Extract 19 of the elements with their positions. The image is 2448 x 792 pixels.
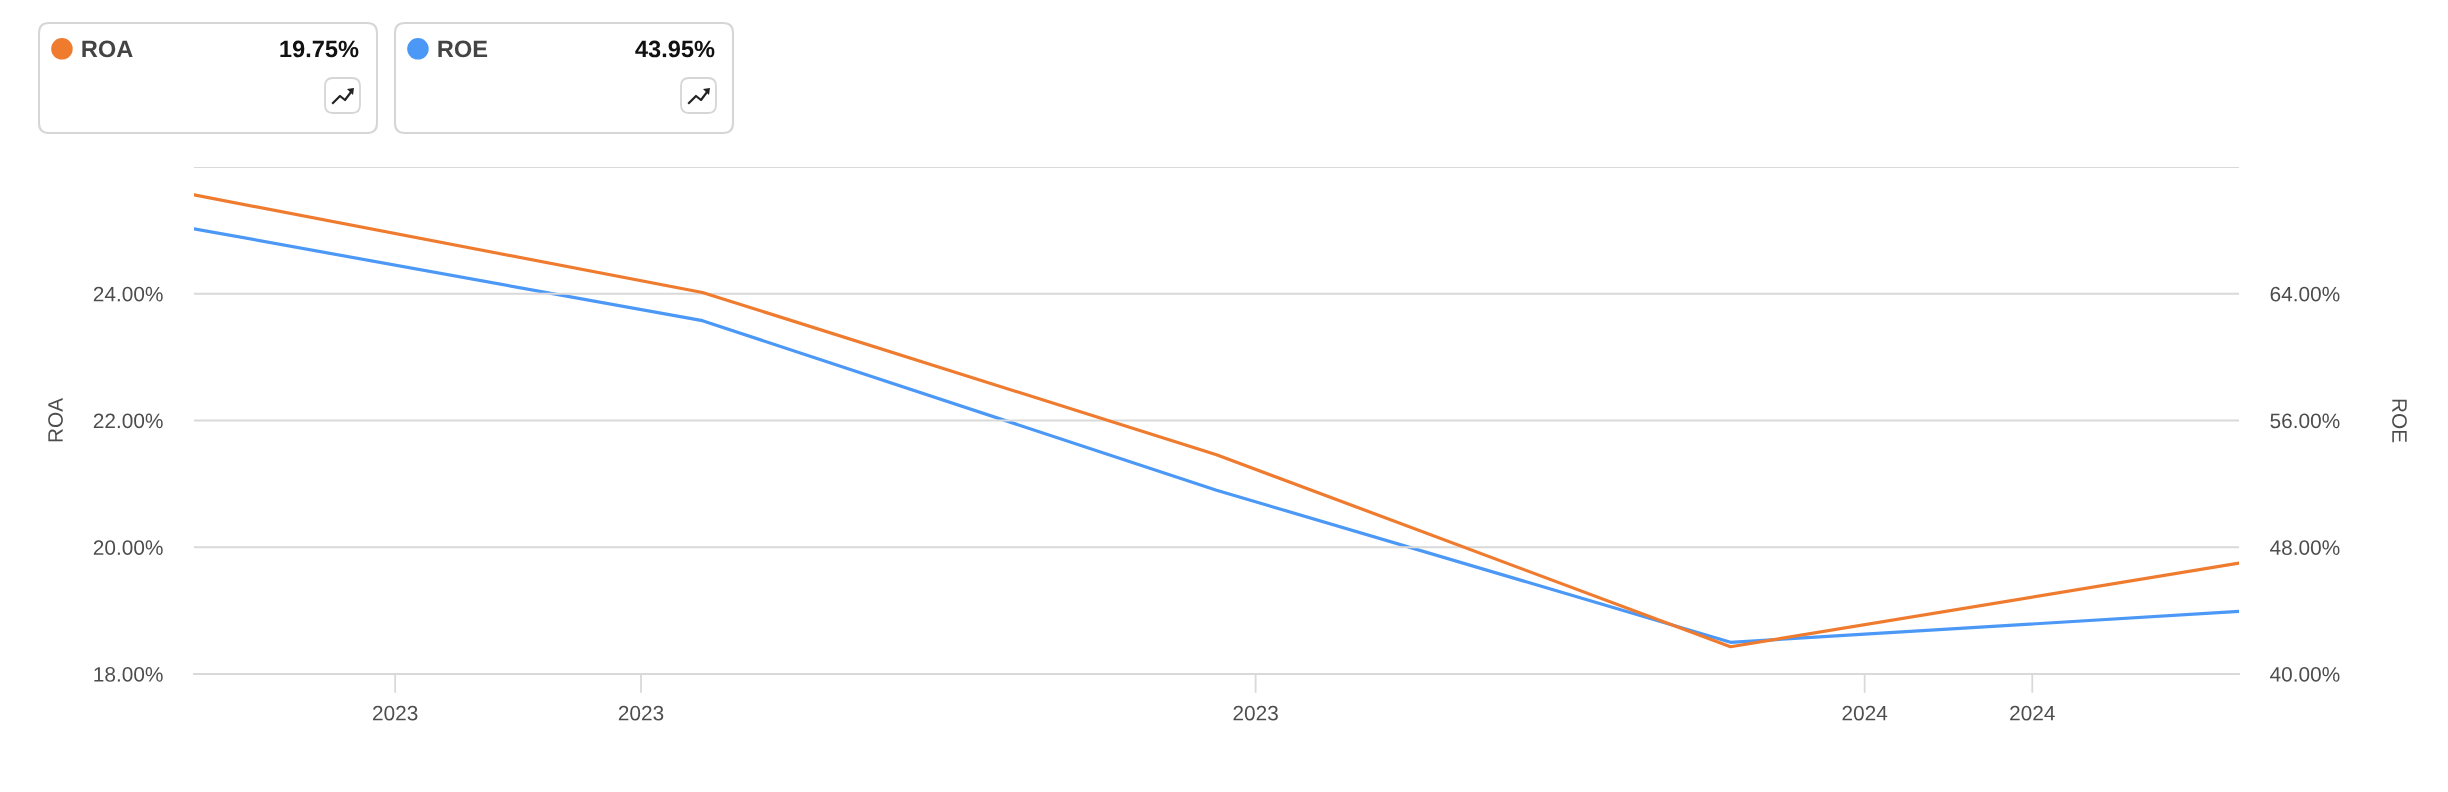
y2-axis-title: ROE bbox=[2392, 399, 2407, 443]
y-tick-label: 24.00% bbox=[93, 286, 163, 302]
x-tick-label: 2023 bbox=[373, 705, 418, 721]
y2-tick-label: 56.00% bbox=[2270, 413, 2340, 429]
y-tick-label: 20.00% bbox=[93, 540, 163, 555]
legend-label: ROA bbox=[82, 40, 133, 58]
y2-tick-label: 40.00% bbox=[2270, 667, 2340, 682]
text: 43.95% bbox=[635, 40, 715, 58]
y-tick-label: 22.00% bbox=[93, 413, 163, 429]
x-tick-label: 2023 bbox=[618, 705, 664, 721]
y-tick-label: 18.00% bbox=[94, 667, 163, 682]
y-axis-title: ROA bbox=[48, 397, 63, 442]
text: 19.75% bbox=[280, 40, 359, 58]
y2-tick-label: 64.00% bbox=[2270, 286, 2340, 302]
legend-label: ROE bbox=[438, 40, 488, 58]
x-tick-label: 2024 bbox=[2010, 705, 2055, 721]
x-tick-label: 2024 bbox=[1842, 705, 1888, 721]
x-tick-label: 2023 bbox=[1233, 705, 1278, 721]
y2-tick-label: 48.00% bbox=[2270, 540, 2340, 555]
